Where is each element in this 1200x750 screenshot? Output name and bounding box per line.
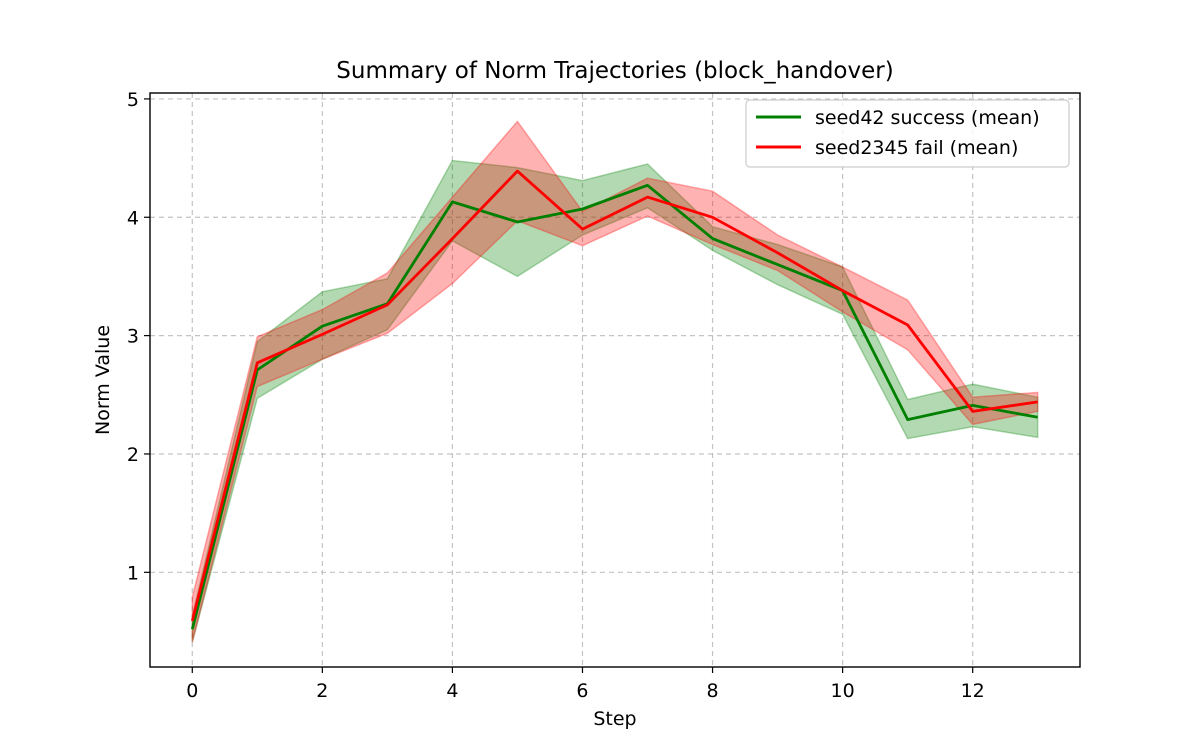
legend-label-fail: seed2345 fail (mean) xyxy=(815,137,1018,159)
y-axis-ticks: 1 2 3 4 5 xyxy=(127,89,150,584)
chart-title: Summary of Norm Trajectories (block_hand… xyxy=(336,58,893,84)
x-tick-label: 2 xyxy=(316,680,328,702)
legend-box xyxy=(745,99,1070,168)
x-tick-label: 8 xyxy=(707,680,719,702)
x-tick-label: 10 xyxy=(831,680,855,702)
y-tick-label: 1 xyxy=(127,562,139,584)
line-fail xyxy=(190,169,1038,622)
band-success xyxy=(191,159,1039,643)
y-tick-label: 2 xyxy=(127,444,139,466)
x-tick-label: 4 xyxy=(446,680,458,702)
confidence-bands xyxy=(191,120,1039,643)
plot-frame xyxy=(149,92,1081,668)
grid-lines xyxy=(150,93,1080,667)
x-tick-label: 0 xyxy=(186,680,198,702)
y-tick-label: 4 xyxy=(127,207,139,229)
x-tick-label: 6 xyxy=(576,680,588,702)
band-fail xyxy=(191,120,1039,643)
x-axis-label: Step xyxy=(593,708,636,730)
line-success xyxy=(190,183,1038,630)
x-axis-ticks: 0 2 4 6 8 10 12 xyxy=(186,667,985,702)
y-tick-label: 3 xyxy=(127,326,139,348)
y-axis-label: Norm Value xyxy=(92,325,114,435)
x-tick-label: 12 xyxy=(961,680,985,702)
legend: seed42 success (mean) seed2345 fail (mea… xyxy=(745,99,1070,168)
y-tick-label: 5 xyxy=(127,89,139,111)
legend-label-success: seed42 success (mean) xyxy=(815,107,1040,129)
series-lines xyxy=(190,169,1038,630)
